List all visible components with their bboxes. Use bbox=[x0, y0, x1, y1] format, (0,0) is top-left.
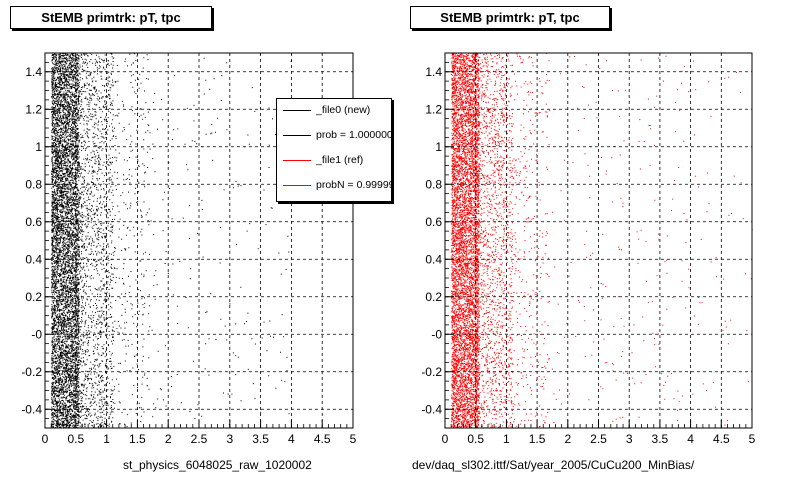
x-tick-label: 2.5 bbox=[590, 432, 607, 446]
y-tick-label: 1.4 bbox=[25, 65, 42, 79]
scatter-series bbox=[51, 52, 293, 429]
y-tick-label: 0.6 bbox=[425, 215, 442, 229]
x-tick-label: 0 bbox=[442, 432, 449, 446]
y-tick-label: 1.4 bbox=[425, 65, 442, 79]
grid bbox=[45, 53, 353, 428]
x-tick-label: 2 bbox=[564, 432, 571, 446]
x-tick-label: 3.5 bbox=[652, 432, 669, 446]
y-tick-label: 1.2 bbox=[25, 102, 42, 116]
x-tick-label: 5 bbox=[350, 432, 357, 446]
x-tick-label: 3.5 bbox=[252, 432, 269, 446]
x-tick-label: 0.5 bbox=[467, 432, 484, 446]
x-axis: 0 0.5 1 1.5 2 2.5 3 3.5 4 4.5 5 bbox=[42, 420, 357, 446]
scatter-points bbox=[451, 52, 753, 429]
legend-swatch bbox=[283, 135, 311, 136]
y-tick-label: 1 bbox=[35, 140, 42, 154]
x-tick-label: 1 bbox=[503, 432, 510, 446]
legend-label: _file1 (ref) bbox=[316, 154, 364, 166]
x-tick-label: 4.5 bbox=[314, 432, 331, 446]
x-tick-label: 0.5 bbox=[67, 432, 84, 446]
legend-swatch bbox=[283, 185, 311, 186]
y-tick-label: 0.2 bbox=[425, 290, 442, 304]
x-tick-label: 4 bbox=[687, 432, 694, 446]
y-tick-label: -0 bbox=[431, 327, 442, 341]
x-tick-label: 4 bbox=[288, 432, 295, 446]
y-tick-label: -0.4 bbox=[421, 402, 442, 416]
x-tick-label: 4.5 bbox=[713, 432, 730, 446]
legend: _file0 (new) prob = 1.000000 _file1 (ref… bbox=[276, 98, 392, 202]
panel-left-title: StEMB primtrk: pT, tpc bbox=[10, 6, 212, 29]
y-tick-label: 0.4 bbox=[425, 252, 442, 266]
run-label-right: dev/daq_sl302.ittf/Sat/year_2005/CuCu200… bbox=[412, 458, 695, 472]
scatter-series bbox=[451, 52, 753, 429]
x-tick-label: 5 bbox=[749, 432, 756, 446]
y-tick-label: 0.8 bbox=[425, 177, 442, 191]
x-tick-label: 1.5 bbox=[529, 432, 546, 446]
y-tick-label: 1 bbox=[435, 140, 442, 154]
scatter-points bbox=[51, 52, 293, 429]
scatter-plot-left: 0 0.5 1 1.5 2 2.5 3 3.5 4 4.5 5 -0.4 -0.2 -0 0.2 0.4 0.6… bbox=[21, 52, 357, 446]
y-tick-label: -0 bbox=[31, 327, 42, 341]
legend-label: probN = 0.99999 bbox=[316, 179, 392, 191]
x-tick-label: 1.5 bbox=[129, 432, 146, 446]
y-tick-label: 0.6 bbox=[25, 215, 42, 229]
legend-swatch bbox=[283, 160, 311, 161]
legend-label: _file0 (new) bbox=[316, 104, 371, 116]
x-tick-label: 3 bbox=[226, 432, 233, 446]
y-axis: -0.4 -0.2 -0 0.2 0.4 0.6 0.8 1 1.2 1.4 bbox=[421, 52, 454, 429]
x-tick-label: 3 bbox=[626, 432, 633, 446]
legend-label: prob = 1.000000 bbox=[316, 129, 392, 141]
grid bbox=[445, 53, 752, 428]
run-label-left: st_physics_6048025_raw_1020002 bbox=[123, 458, 312, 472]
y-tick-label: 0.2 bbox=[25, 290, 42, 304]
y-tick-label: 0.4 bbox=[25, 252, 42, 266]
panel-right-title: StEMB primtrk: pT, tpc bbox=[410, 6, 610, 29]
x-tick-label: 0 bbox=[42, 432, 49, 446]
x-tick-label: 1 bbox=[103, 432, 110, 446]
x-tick-label: 2 bbox=[165, 432, 172, 446]
x-tick-label: 2.5 bbox=[191, 432, 208, 446]
y-tick-label: -0.4 bbox=[21, 402, 42, 416]
y-tick-label: 0.8 bbox=[25, 177, 42, 191]
y-tick-label: -0.2 bbox=[21, 365, 42, 379]
x-axis: 0 0.5 1 1.5 2 2.5 3 3.5 4 4.5 5 bbox=[442, 420, 756, 446]
y-tick-label: 1.2 bbox=[425, 102, 442, 116]
y-axis: -0.4 -0.2 -0 0.2 0.4 0.6 0.8 1 1.2 1.4 bbox=[21, 52, 54, 429]
scatter-plot-right: 0 0.5 1 1.5 2 2.5 3 3.5 4 4.5 5 -0.4 -0.2 -0 0.2 0.4 0.6… bbox=[421, 52, 756, 446]
legend-swatch bbox=[283, 110, 311, 111]
y-tick-label: -0.2 bbox=[421, 365, 442, 379]
